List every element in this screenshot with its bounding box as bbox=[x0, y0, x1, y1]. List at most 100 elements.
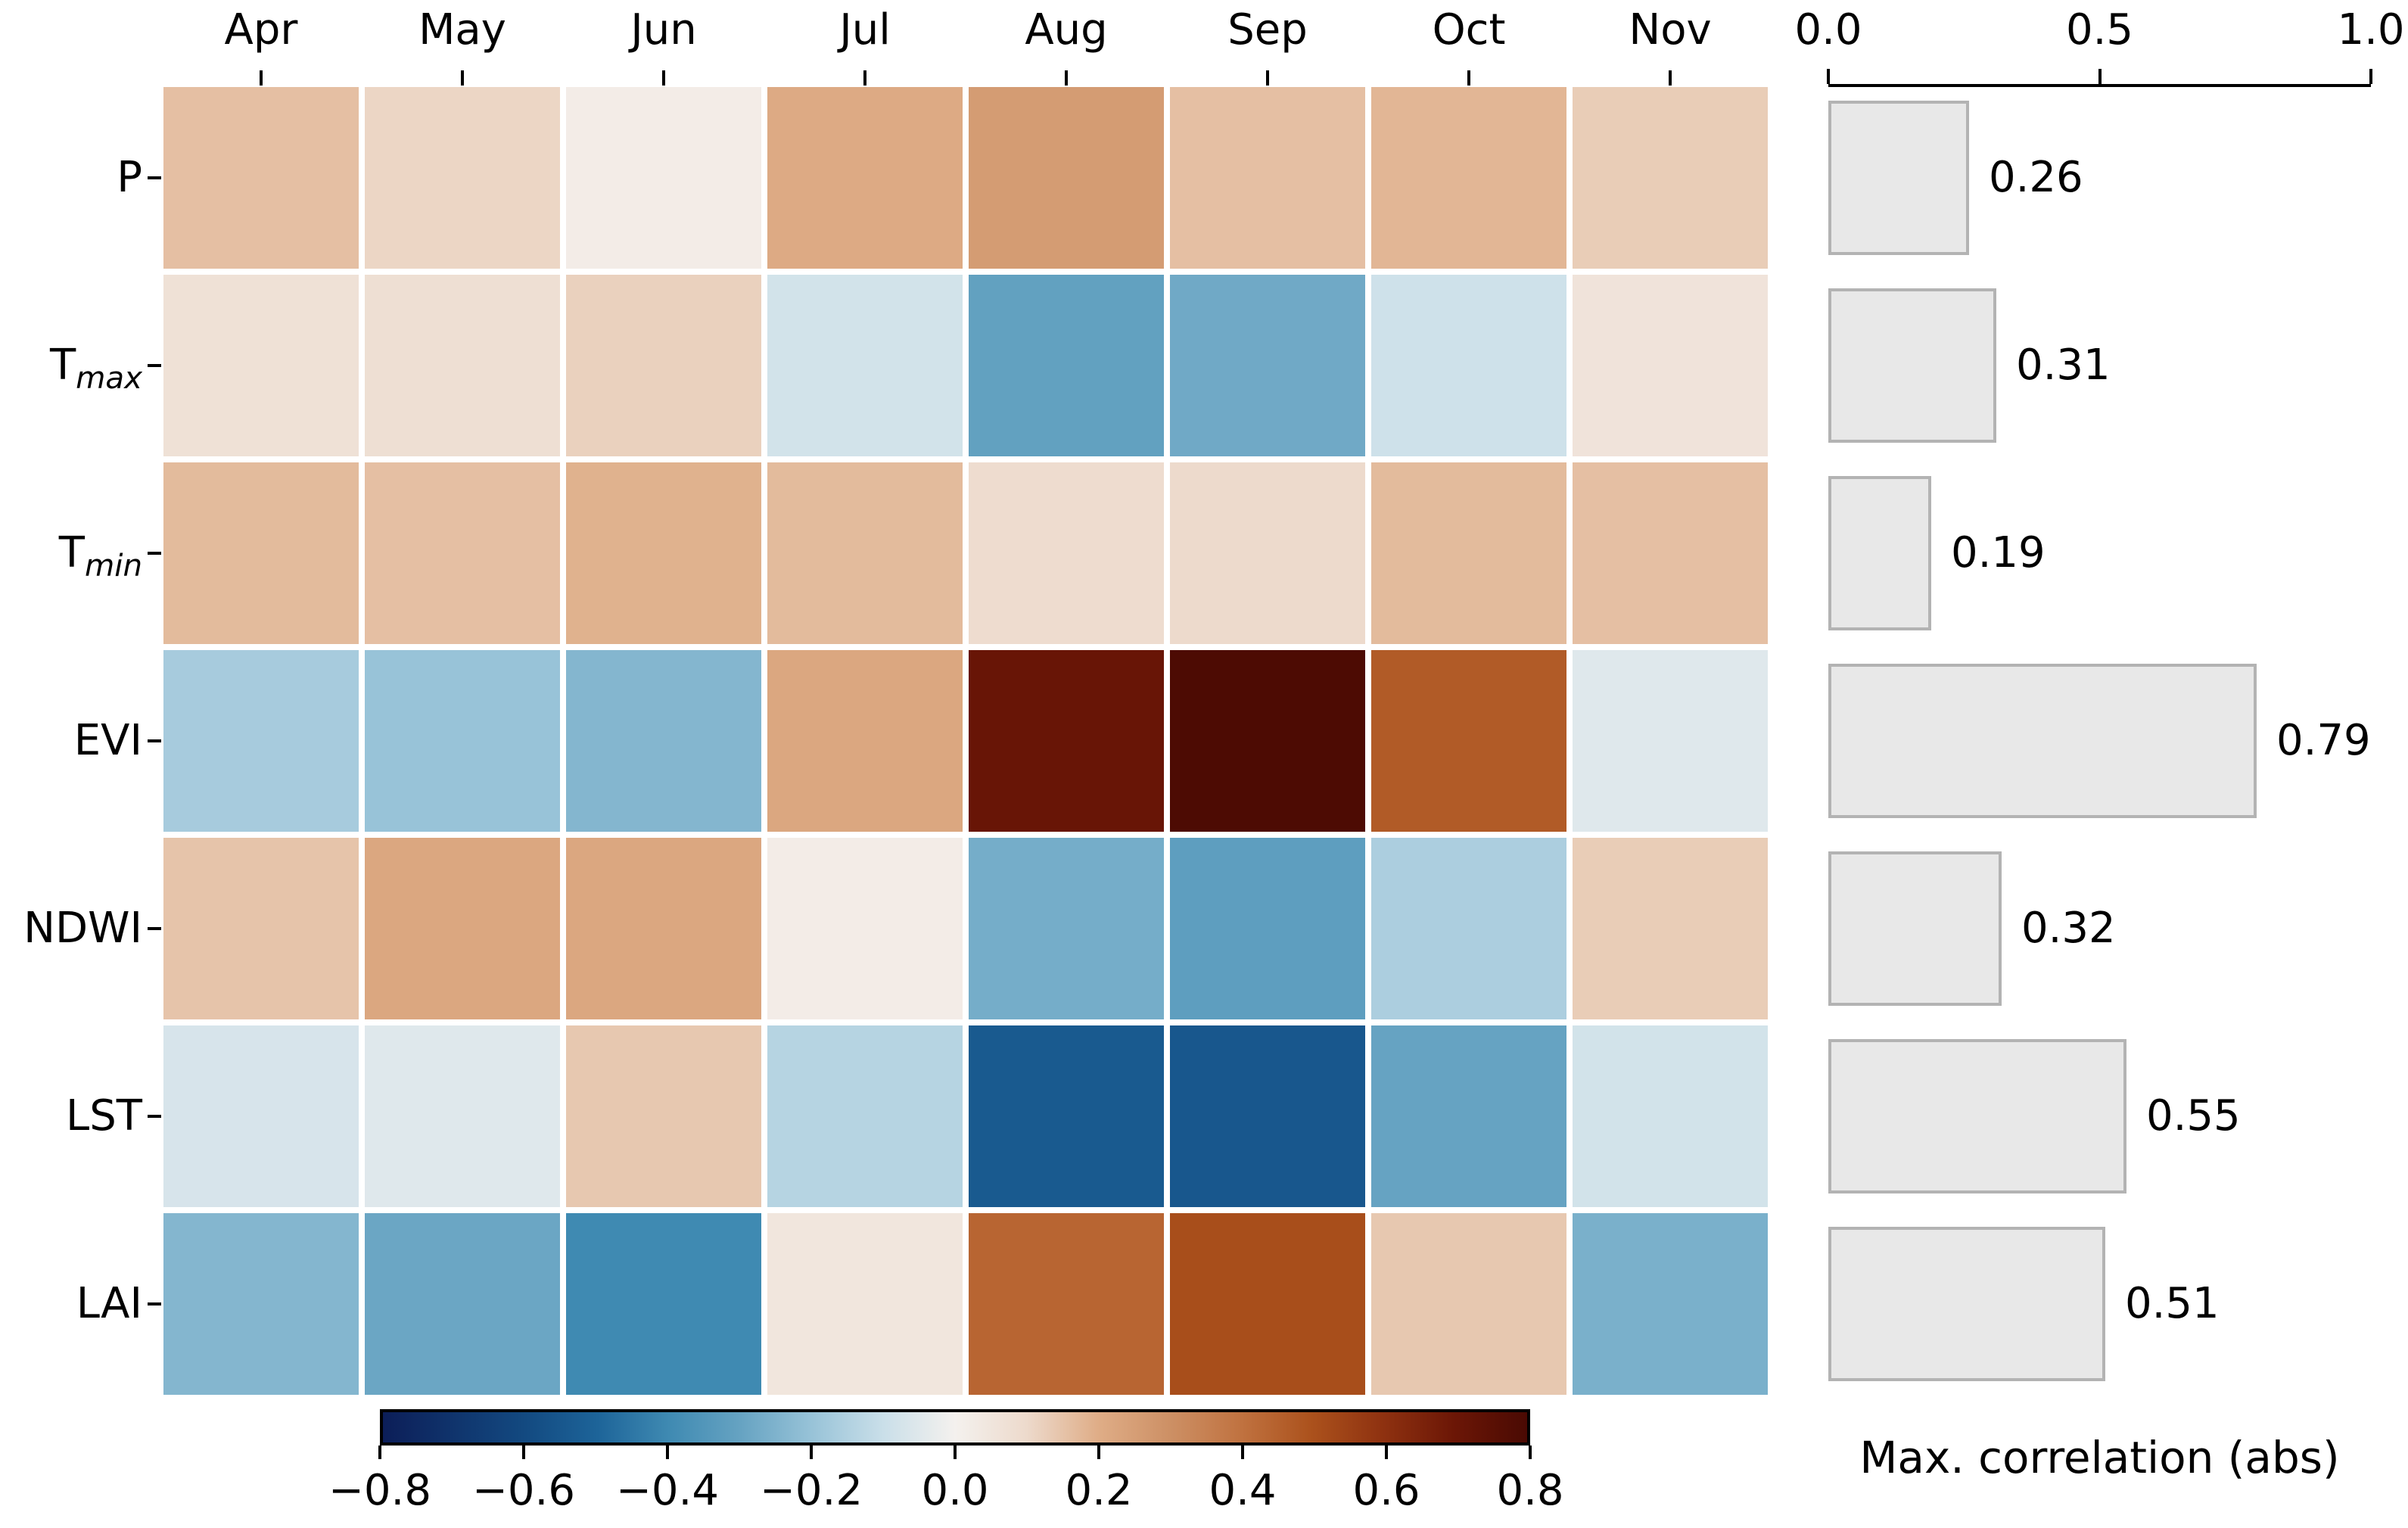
bar-axis-tick-label: 1.0 bbox=[2337, 5, 2405, 54]
colorbar-tick-label: 0.0 bbox=[921, 1466, 989, 1515]
heatmap-cell bbox=[566, 462, 761, 644]
month-tick bbox=[461, 70, 464, 86]
colorbar-tick bbox=[522, 1446, 525, 1459]
month-label: Oct bbox=[1432, 5, 1506, 54]
bar bbox=[1828, 476, 1931, 630]
month-label: Aug bbox=[1025, 5, 1108, 54]
bar bbox=[1828, 101, 1969, 255]
heatmap-cell bbox=[365, 462, 560, 644]
row-tick bbox=[148, 1115, 161, 1118]
bar-axis-tick bbox=[2098, 69, 2102, 84]
heatmap-cell bbox=[163, 275, 359, 456]
month-label: Jun bbox=[630, 5, 697, 54]
heatmap-cell bbox=[365, 1025, 560, 1207]
bar-value-label: 0.32 bbox=[2021, 904, 2116, 953]
heatmap-cell bbox=[1371, 275, 1566, 456]
row-label: Tmin bbox=[0, 527, 142, 592]
row-label: LAI bbox=[0, 1278, 142, 1330]
heatmap-cell bbox=[1371, 462, 1566, 644]
colorbar-tick bbox=[378, 1446, 381, 1459]
row-label-sub: min bbox=[84, 548, 142, 584]
heatmap-cell bbox=[566, 275, 761, 456]
colorbar-tick-label: 0.2 bbox=[1065, 1466, 1133, 1515]
heatmap-cell bbox=[1573, 462, 1768, 644]
heatmap-cell bbox=[1170, 275, 1365, 456]
bar bbox=[1828, 1039, 2126, 1193]
bar-value-label: 0.55 bbox=[2146, 1091, 2241, 1141]
heatmap-cell bbox=[767, 1213, 963, 1395]
bar bbox=[1828, 288, 1996, 443]
bar-value-label: 0.26 bbox=[1989, 153, 2083, 202]
row-label-base: P bbox=[117, 153, 142, 202]
heatmap-cell bbox=[1170, 87, 1365, 269]
month-tick bbox=[260, 70, 263, 86]
heatmap-cell bbox=[969, 87, 1164, 269]
heatmap-cell bbox=[566, 650, 761, 832]
heatmap-cell bbox=[969, 838, 1164, 1019]
heatmap-cell bbox=[969, 462, 1164, 644]
heatmap-cell bbox=[1170, 1025, 1365, 1207]
colorbar-tick bbox=[1529, 1446, 1532, 1459]
month-label: Apr bbox=[224, 5, 298, 54]
colorbar-tick-label: −0.4 bbox=[616, 1466, 719, 1515]
colorbar-tick-label: −0.8 bbox=[328, 1466, 431, 1515]
heatmap-cell bbox=[1371, 1213, 1566, 1395]
colorbar-tick-label: 0.6 bbox=[1352, 1466, 1420, 1515]
heatmap-cell bbox=[767, 838, 963, 1019]
heatmap-cell bbox=[969, 275, 1164, 456]
row-label-base: T bbox=[58, 528, 85, 577]
bar-axis-line bbox=[1828, 84, 2371, 87]
row-tick bbox=[148, 927, 161, 930]
row-tick bbox=[148, 364, 161, 367]
row-tick bbox=[148, 739, 161, 742]
bar-value-label: 0.31 bbox=[2016, 341, 2111, 390]
heatmap-cell bbox=[1371, 87, 1566, 269]
month-label: May bbox=[418, 5, 506, 54]
heatmap-cell bbox=[163, 650, 359, 832]
heatmap-cell bbox=[1371, 1025, 1566, 1207]
month-tick bbox=[1669, 70, 1672, 86]
heatmap-cell bbox=[1371, 650, 1566, 832]
heatmap-cell bbox=[767, 275, 963, 456]
heatmap-cell bbox=[163, 1025, 359, 1207]
heatmap-cell bbox=[1573, 87, 1768, 269]
colorbar-tick bbox=[810, 1446, 813, 1459]
heatmap-cell bbox=[365, 650, 560, 832]
heatmap-cell bbox=[566, 1213, 761, 1395]
heatmap-cell bbox=[1573, 650, 1768, 832]
bar-value-label: 0.51 bbox=[2125, 1279, 2220, 1328]
row-label-base: EVI bbox=[73, 716, 142, 765]
month-tick bbox=[1065, 70, 1068, 86]
row-label: NDWI bbox=[0, 903, 142, 954]
colorbar-tick-label: 0.8 bbox=[1496, 1466, 1564, 1515]
row-label-base: NDWI bbox=[23, 904, 142, 953]
heatmap-cell bbox=[566, 838, 761, 1019]
row-label: Tmax bbox=[0, 340, 142, 404]
month-tick bbox=[662, 70, 665, 86]
heatmap-cell bbox=[163, 1213, 359, 1395]
heatmap-cell bbox=[767, 87, 963, 269]
heatmap-cell bbox=[365, 87, 560, 269]
heatmap-cell bbox=[1573, 275, 1768, 456]
bar-axis-tick-label: 0.0 bbox=[1794, 5, 1862, 54]
heatmap-cell bbox=[163, 838, 359, 1019]
heatmap-cell bbox=[969, 650, 1164, 832]
heatmap-cell bbox=[1573, 1025, 1768, 1207]
row-tick bbox=[148, 1302, 161, 1305]
heatmap-cell bbox=[365, 275, 560, 456]
heatmap-cell bbox=[767, 650, 963, 832]
row-label: EVI bbox=[0, 715, 142, 767]
heatmap-cell bbox=[969, 1025, 1164, 1207]
bar-axis-tick bbox=[2369, 69, 2372, 84]
heatmap-cell bbox=[767, 462, 963, 644]
heatmap-cell bbox=[1573, 838, 1768, 1019]
month-tick bbox=[1266, 70, 1269, 86]
bar bbox=[1828, 664, 2257, 818]
row-label-base: LAI bbox=[76, 1279, 142, 1328]
heatmap-cell bbox=[163, 87, 359, 269]
bar-value-label: 0.19 bbox=[1951, 528, 2046, 577]
heatmap-cell bbox=[767, 1025, 963, 1207]
colorbar-tick-label: −0.6 bbox=[472, 1466, 575, 1515]
bar-value-label: 0.79 bbox=[2276, 716, 2371, 765]
